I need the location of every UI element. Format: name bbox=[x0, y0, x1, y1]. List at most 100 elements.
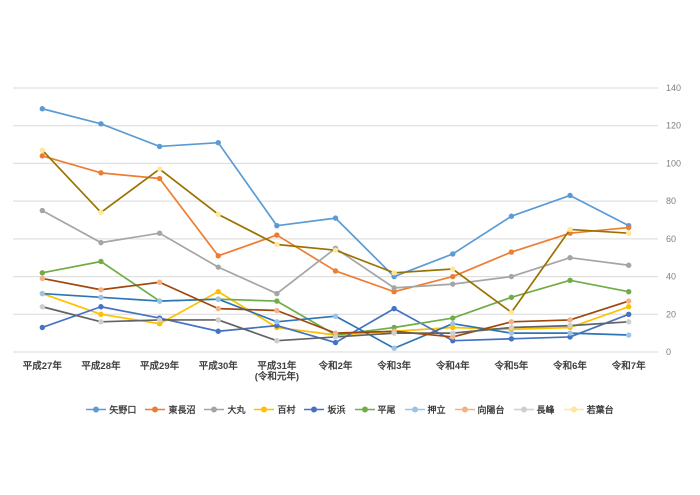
data-point-oshitate bbox=[39, 290, 46, 297]
data-point-sakahama bbox=[39, 324, 46, 331]
data-point-hirao bbox=[450, 315, 456, 321]
data-point-oshitate bbox=[98, 294, 104, 301]
legend-item-momura: 百村 bbox=[254, 403, 295, 416]
legend-marker-icon bbox=[563, 406, 584, 412]
data-point-wakabadai bbox=[508, 309, 515, 316]
data-point-omaru bbox=[274, 290, 280, 297]
legend-label-oshitate: 押立 bbox=[427, 404, 446, 415]
x-axis-label: 平成28年 bbox=[81, 360, 121, 372]
x-axis-label: 平成27年 bbox=[23, 360, 63, 372]
data-point-nagamine bbox=[156, 317, 163, 323]
legend-label-hirao: 平尾 bbox=[377, 404, 396, 415]
data-point-hirao bbox=[508, 294, 515, 301]
data-point-omaru bbox=[567, 255, 573, 261]
data-point-omaru bbox=[98, 239, 104, 246]
data-point-hirao bbox=[274, 298, 280, 304]
legend-label-yanokuchi: 矢野口 bbox=[109, 404, 137, 415]
data-point-hirao bbox=[39, 270, 46, 276]
y-axis-tick-label: 20 bbox=[666, 309, 676, 319]
data-point-oshitate bbox=[274, 319, 280, 325]
data-point-omaru bbox=[450, 281, 456, 287]
data-point-koyodai bbox=[450, 334, 456, 340]
data-point-wakabadai bbox=[567, 226, 573, 233]
data-point-yanokuchi bbox=[215, 139, 221, 146]
data-point-oshitate bbox=[567, 330, 573, 336]
data-point-omaru bbox=[156, 230, 163, 236]
data-point-wakabadai bbox=[450, 266, 456, 272]
data-point-oshitate bbox=[156, 298, 163, 304]
data-point-wakabadai bbox=[98, 209, 104, 216]
data-point-nagamine bbox=[450, 330, 456, 336]
data-point-higashinaganuma bbox=[39, 153, 46, 159]
legend-item-omaru: 大丸 bbox=[204, 403, 245, 416]
data-point-omaru bbox=[215, 264, 221, 270]
y-axis-tick-label: 60 bbox=[666, 234, 676, 244]
legend-label-wakabadai: 若葉台 bbox=[586, 404, 614, 415]
data-point-oshitate bbox=[391, 345, 397, 351]
data-point-yanokuchi bbox=[274, 222, 280, 229]
data-point-yanokuchi bbox=[567, 192, 573, 199]
data-point-higashinaganuma bbox=[391, 288, 397, 295]
x-axis-label: 令和4年 bbox=[435, 360, 470, 372]
x-axis-label: 平成29年 bbox=[140, 360, 180, 372]
chart-legend: 矢野口 東長沼 大丸 百村 坂浜 平尾 押立 向陽台 長峰 若葉台 bbox=[0, 401, 700, 417]
y-axis-tick-label: 120 bbox=[666, 121, 681, 131]
data-point-koyodai bbox=[98, 287, 104, 293]
data-point-higashinaganuma bbox=[274, 232, 280, 238]
legend-label-omaru: 大丸 bbox=[227, 404, 246, 415]
data-point-omaru bbox=[508, 273, 515, 280]
legend-item-nagamine: 長峰 bbox=[513, 403, 555, 416]
legend-item-yanokuchi: 矢野口 bbox=[86, 403, 136, 416]
data-point-nagamine bbox=[625, 319, 632, 325]
data-point-koyodai bbox=[39, 275, 46, 282]
data-point-nagamine bbox=[274, 337, 280, 344]
legend-label-sakahama: 坂浜 bbox=[327, 404, 346, 415]
data-point-higashinaganuma bbox=[508, 249, 515, 255]
data-point-yanokuchi bbox=[98, 121, 104, 127]
data-point-hirao bbox=[391, 324, 397, 331]
y-axis-tick-label: 40 bbox=[666, 272, 676, 282]
data-point-sakahama bbox=[98, 304, 104, 310]
data-point-koyodai bbox=[625, 298, 632, 304]
data-point-hirao bbox=[625, 288, 632, 295]
data-point-momura bbox=[98, 311, 104, 317]
legend-marker-icon bbox=[454, 406, 475, 412]
legend-marker-icon bbox=[513, 406, 534, 412]
data-point-yanokuchi bbox=[156, 143, 163, 150]
legend-label-koyodai: 向陽台 bbox=[477, 404, 505, 415]
data-point-nagamine bbox=[567, 322, 573, 329]
data-point-wakabadai bbox=[156, 166, 163, 172]
legend-item-wakabadai: 若葉台 bbox=[563, 403, 614, 416]
data-point-higashinaganuma bbox=[450, 273, 456, 280]
data-point-yanokuchi bbox=[39, 106, 46, 112]
data-point-sakahama bbox=[625, 311, 632, 317]
y-axis-tick-label: 100 bbox=[666, 158, 681, 168]
data-point-hirao bbox=[98, 258, 104, 265]
data-point-koyodai bbox=[508, 319, 515, 325]
data-point-momura bbox=[156, 321, 163, 327]
data-point-nagamine bbox=[391, 330, 397, 336]
legend-marker-icon bbox=[354, 406, 375, 412]
data-point-yanokuchi bbox=[391, 273, 397, 280]
data-point-momura bbox=[625, 304, 632, 310]
legend-marker-icon bbox=[304, 406, 325, 412]
legend-label-higashinaganuma: 東長沼 bbox=[168, 404, 196, 415]
x-axis-label: 令和5年 bbox=[494, 360, 529, 372]
data-point-higashinaganuma bbox=[98, 170, 104, 176]
data-point-nagamine bbox=[98, 319, 104, 325]
data-point-omaru bbox=[39, 207, 46, 214]
data-point-higashinaganuma bbox=[215, 253, 221, 259]
data-point-higashinaganuma bbox=[625, 224, 632, 231]
x-axis-label: 令和2年 bbox=[318, 360, 353, 372]
x-axis-label: 令和7年 bbox=[611, 360, 646, 372]
data-point-sakahama bbox=[391, 305, 397, 312]
x-axis-label: 平成31年(令和元年) bbox=[255, 360, 299, 383]
data-point-wakabadai bbox=[625, 230, 632, 236]
x-axis-label: 平成30年 bbox=[199, 360, 239, 372]
data-point-sakahama bbox=[215, 328, 221, 334]
data-point-oshitate bbox=[625, 332, 632, 338]
data-point-sakahama bbox=[332, 339, 339, 346]
data-point-koyodai bbox=[274, 307, 280, 314]
data-point-sakahama bbox=[450, 337, 456, 344]
